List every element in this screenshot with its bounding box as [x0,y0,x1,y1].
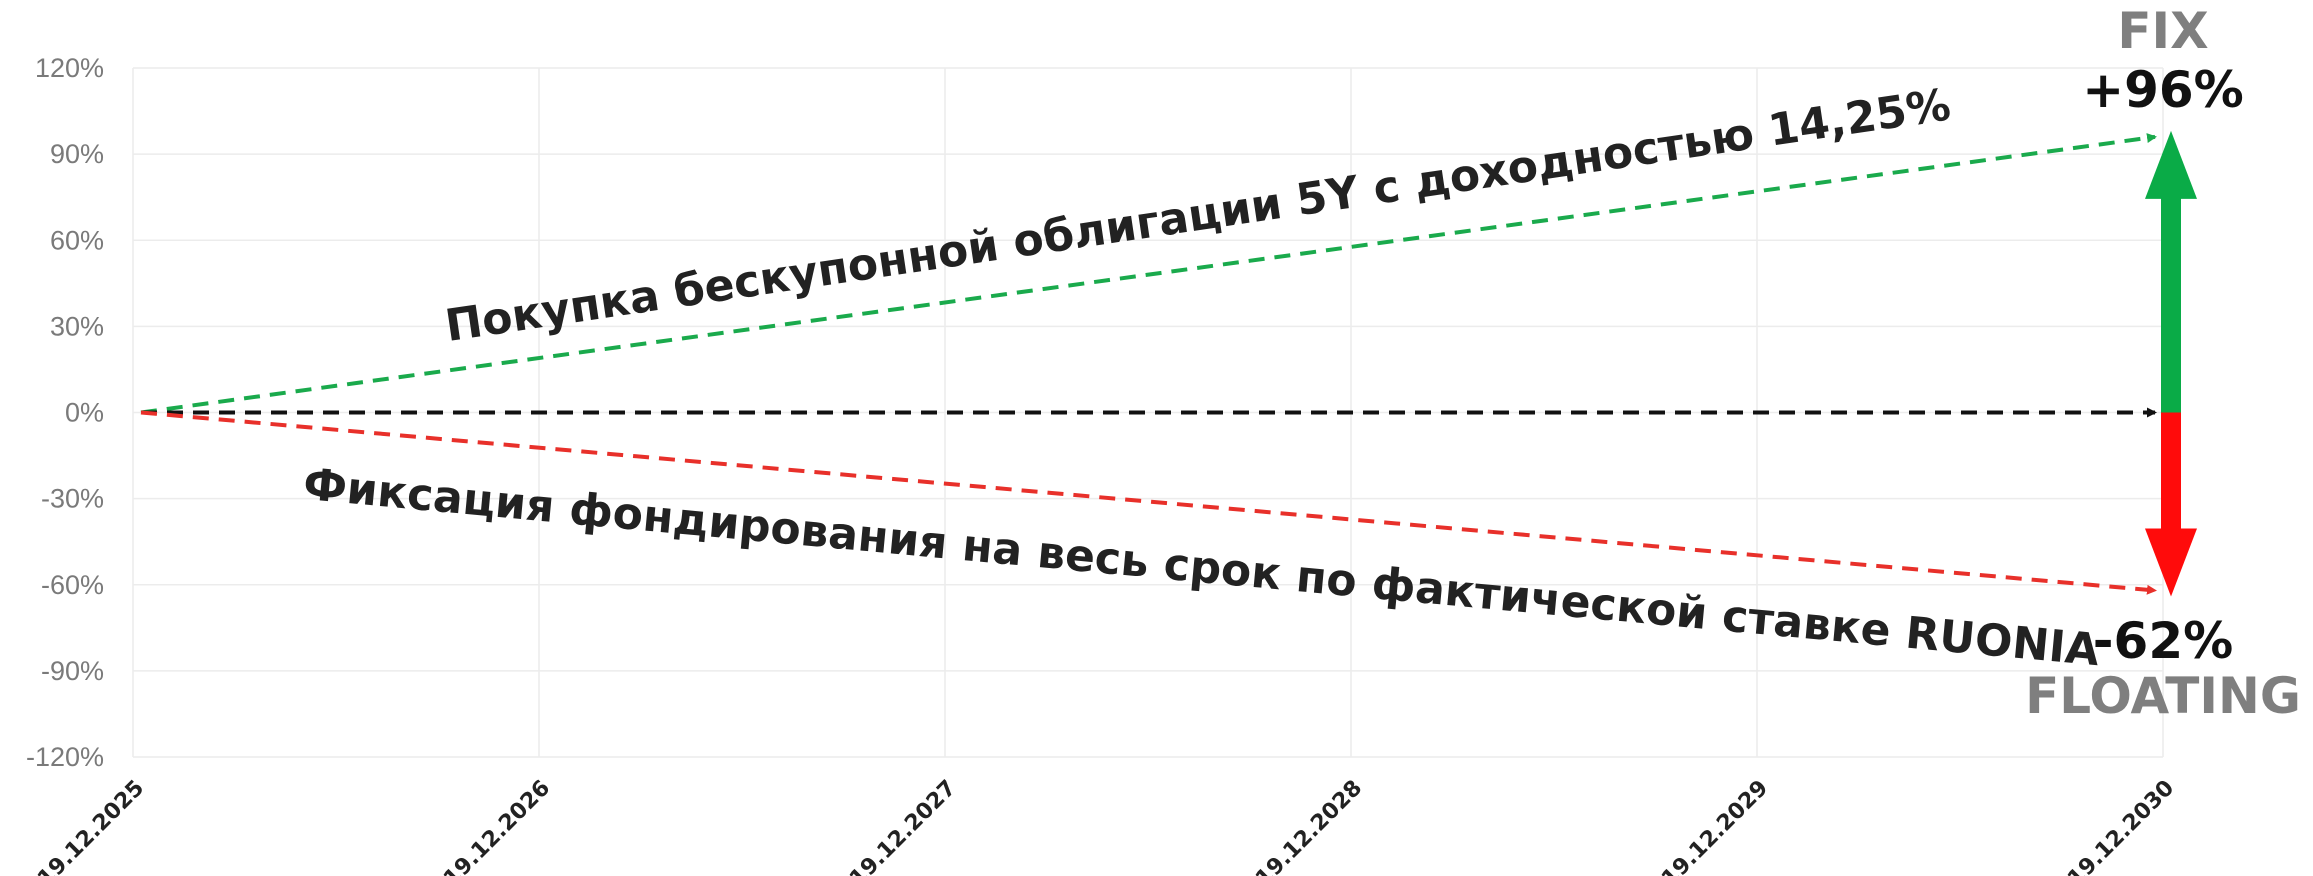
y-tick-label: -90% [41,656,104,686]
y-axis-ticks: 120% 90% 60% 30% 0% -30% -60% -90% -120% [26,53,104,772]
y-tick-label: 0% [65,398,104,428]
x-tick-label: 19.12.2025 [33,776,149,876]
fix-annotation: Покупка бескупонной облигации 5Y с доход… [442,79,1954,352]
x-tick-label: 19.12.2030 [2063,776,2179,876]
down-arrow-head [2145,528,2197,597]
y-tick-label: -60% [41,570,104,600]
x-axis-ticks: 19.12.2025 19.12.2026 19.12.2027 19.12.2028… [33,776,2179,876]
y-tick-label: -30% [41,484,104,514]
fix-value: +96% [2082,61,2244,119]
up-arrow-shaft [2161,194,2181,413]
series-line [140,133,2157,415]
floating-value: -62% [2093,612,2233,670]
y-tick-label: 90% [50,139,104,169]
fix-title: FIX [2117,2,2208,60]
up-arrow-head [2145,130,2197,199]
y-tick-label: 60% [50,225,104,255]
y-tick-label: 30% [50,311,104,341]
y-tick-label: -120% [26,742,104,772]
down-arrow-shaft [2161,412,2181,533]
spread-arrows [2145,130,2197,597]
y-tick-label: 120% [35,53,104,83]
x-tick-label: 19.12.2029 [1657,776,1773,876]
floating-annotation: Фиксация фондирования на весь срок по фа… [301,459,2101,676]
series-lines [140,133,2157,595]
x-tick-label: 19.12.2026 [439,776,555,876]
x-tick-label: 19.12.2028 [1251,776,1367,876]
floating-title: FLOATING [2025,667,2301,725]
x-tick-label: 19.12.2027 [845,776,961,876]
